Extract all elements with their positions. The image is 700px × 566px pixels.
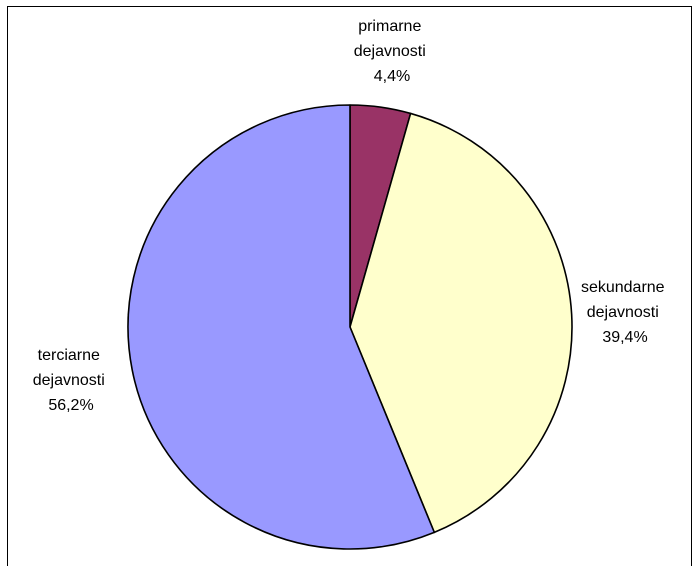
slice-value-terciarne: 56,2% — [48, 397, 93, 414]
slice-value-sekundarne: 39,4% — [602, 329, 647, 346]
pie-slice-sekundarne — [349, 112, 573, 534]
slice-label-primarne-line1: primarne — [358, 18, 421, 35]
slice-label-terciarne-line1: terciarne — [38, 347, 100, 364]
slice-value-primarne: 4,4% — [374, 68, 410, 85]
slice-label-sekundarne-line2: dejavnosti — [587, 304, 659, 321]
pie-slices — [127, 104, 573, 550]
slice-label-sekundarne-line1: sekundarne — [581, 279, 665, 296]
chart-area — [7, 6, 692, 566]
slice-label-terciarne: terciarne dejavnosti 56,2% — [33, 347, 110, 414]
slice-label-terciarne-line2: dejavnosti — [33, 372, 105, 389]
slice-label-sekundarne: sekundarne dejavnosti 39,4% — [581, 279, 669, 346]
slice-label-primarne: primarne dejavnosti 4,4% — [354, 18, 431, 85]
slice-label-primarne-line2: dejavnosti — [354, 43, 426, 60]
pie-slice-terciarne — [127, 104, 436, 550]
